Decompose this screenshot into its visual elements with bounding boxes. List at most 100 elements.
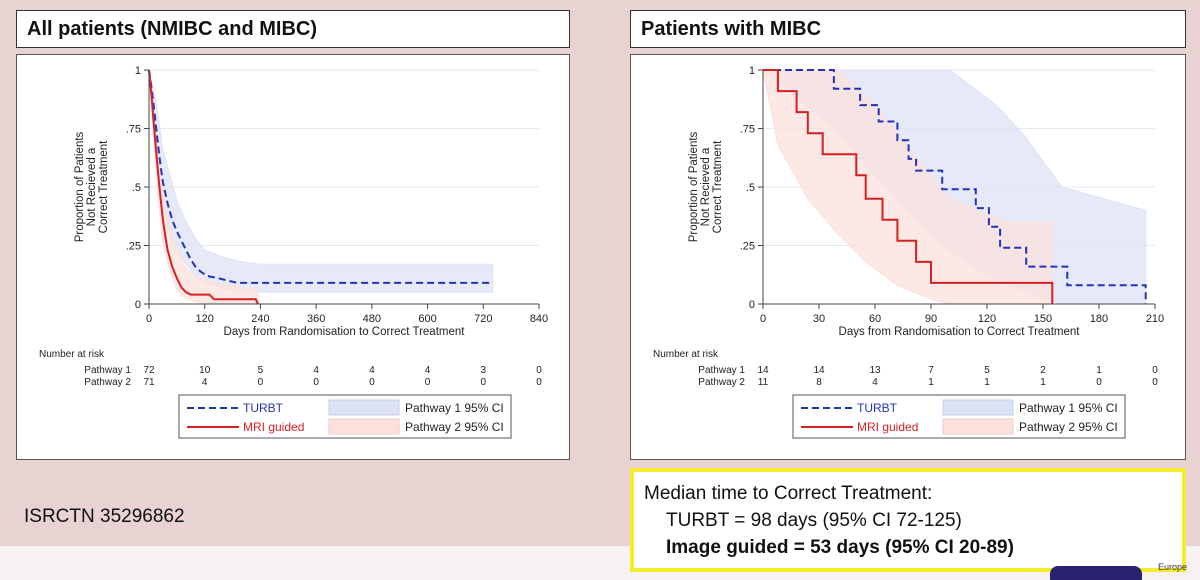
legend-ci1-swatch <box>942 399 1014 416</box>
y-axis-label: Correct Treatment <box>712 140 724 233</box>
risk-row-label: Pathway 1 <box>698 365 745 376</box>
risk-value: 1 <box>984 377 990 388</box>
risk-value: 1 <box>1040 377 1046 388</box>
risk-value: 2 <box>1040 365 1046 376</box>
median-summary-box: Median time to Correct Treatment: TURBT … <box>630 468 1186 572</box>
series-mri-line <box>763 69 1054 304</box>
risk-value: 0 <box>258 377 264 388</box>
legend-ci2-label: Pathway 2 95% CI <box>1019 420 1118 434</box>
x-tick-label: 240 <box>251 313 269 325</box>
y-tick-label: 0 <box>135 299 141 311</box>
risk-row-label: Pathway 1 <box>84 365 131 376</box>
logo-text: Europe <box>1158 562 1188 572</box>
median-image-guided: Image guided = 53 days (95% CI 20-89) <box>666 537 1014 558</box>
risk-value: 7 <box>928 365 934 376</box>
risk-value: 4 <box>425 365 431 376</box>
median-turbt: TURBT = 98 days (95% CI 72-125) <box>666 510 962 531</box>
y-tick-label: 1 <box>135 65 141 77</box>
risk-value: 0 <box>369 377 375 388</box>
y-tick-label: 1 <box>749 65 755 77</box>
y-axis-label: Correct Treatment <box>98 140 110 233</box>
risk-value: 1 <box>928 377 934 388</box>
risk-value: 71 <box>143 377 155 388</box>
risk-value: 0 <box>425 377 431 388</box>
risk-value: 0 <box>313 377 319 388</box>
risk-table-title: Number at risk <box>39 349 105 360</box>
series-mri-line <box>148 69 259 305</box>
risk-value: 4 <box>202 377 208 388</box>
legend-ci1-label: Pathway 1 95% CI <box>1019 401 1118 415</box>
risk-value: 0 <box>536 377 542 388</box>
series-turbt-line <box>148 69 493 284</box>
x-tick-label: 120 <box>978 313 996 325</box>
risk-value: 14 <box>757 365 769 376</box>
legend-turbt-label: TURBT <box>243 401 284 415</box>
x-tick-label: 600 <box>418 313 436 325</box>
risk-value: 8 <box>816 377 822 388</box>
x-tick-label: 210 <box>1146 313 1164 325</box>
x-axis-label: Days from Randomisation to Correct Treat… <box>839 326 1081 338</box>
y-tick-label: .25 <box>126 241 141 253</box>
risk-value: 3 <box>481 365 487 376</box>
x-tick-label: 720 <box>474 313 492 325</box>
y-tick-label: .75 <box>126 124 141 136</box>
x-axis-label: Days from Randomisation to Correct Treat… <box>224 326 466 338</box>
risk-value: 4 <box>313 365 319 376</box>
x-tick-label: 0 <box>146 313 152 325</box>
risk-value: 4 <box>872 377 878 388</box>
risk-value: 11 <box>758 377 769 388</box>
logo: Europe <box>1050 562 1200 580</box>
x-tick-label: 150 <box>1034 313 1052 325</box>
risk-value: 0 <box>1096 377 1102 388</box>
x-tick-label: 30 <box>813 313 825 325</box>
km-chart-all-patients: 0.25.5.75 1 0 120 240 360 480 600 720 840 Days fro… <box>16 54 570 460</box>
logo-mark <box>1050 566 1142 580</box>
risk-table-title: Number at risk <box>653 349 719 360</box>
legend-ci1-swatch <box>328 399 400 416</box>
risk-value: 10 <box>199 365 211 376</box>
legend-ci1-label: Pathway 1 95% CI <box>405 401 504 415</box>
x-tick-label: 90 <box>925 313 937 325</box>
risk-value: 13 <box>869 365 881 376</box>
legend-ci2-label: Pathway 2 95% CI <box>405 420 504 434</box>
legend-mri-label: MRI guided <box>243 420 304 434</box>
x-tick-label: 0 <box>760 313 766 325</box>
x-tick-label: 360 <box>307 313 325 325</box>
trial-registration: ISRCTN 35296862 <box>24 506 185 527</box>
risk-row-label: Pathway 2 <box>84 377 131 388</box>
risk-value: 72 <box>143 365 155 376</box>
y-axis-label: Not Recieved a <box>86 147 98 226</box>
ci-band-1 <box>148 69 494 293</box>
y-tick-label: 0 <box>749 299 755 311</box>
y-tick-label: .75 <box>740 124 755 136</box>
median-heading: Median time to Correct Treatment: <box>644 483 933 504</box>
legend-ci2-swatch <box>942 418 1014 435</box>
y-tick-label: .25 <box>740 241 755 253</box>
risk-value: 0 <box>1152 365 1158 376</box>
chart-title: Patients with MIBC <box>630 10 1186 48</box>
legend-mri-label: MRI guided <box>857 420 918 434</box>
legend-ci2-swatch <box>328 418 400 435</box>
y-tick-label: .5 <box>746 182 755 194</box>
risk-row-label: Pathway 2 <box>698 377 745 388</box>
x-tick-label: 60 <box>869 313 881 325</box>
y-axis-label: Proportion of Patients <box>74 131 86 242</box>
chart-title: All patients (NMIBC and MIBC) <box>16 10 570 48</box>
y-axis-label: Proportion of Patients <box>688 131 700 242</box>
risk-value: 0 <box>536 365 542 376</box>
km-chart-mibc: 0.25.5.75 1 0 30 60 90 120 150 180 210 Days from R… <box>630 54 1186 460</box>
series-turbt-line <box>763 69 1147 304</box>
x-tick-label: 480 <box>363 313 381 325</box>
x-tick-label: 180 <box>1090 313 1108 325</box>
x-tick-label: 840 <box>530 313 548 325</box>
risk-value: 1 <box>1096 365 1102 376</box>
risk-value: 14 <box>813 365 825 376</box>
risk-value: 4 <box>369 365 375 376</box>
ci-band-2 <box>148 69 259 305</box>
risk-value: 0 <box>481 377 487 388</box>
y-tick-label: .5 <box>132 182 141 194</box>
risk-value: 5 <box>258 365 264 376</box>
risk-value: 0 <box>1152 377 1158 388</box>
